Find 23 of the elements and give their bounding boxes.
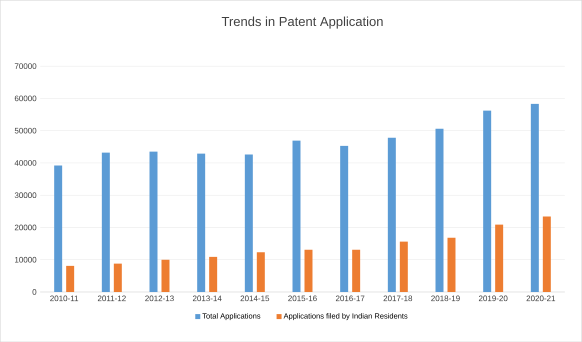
bar [483, 110, 492, 292]
bar [292, 140, 300, 292]
bar [340, 146, 348, 292]
bar [54, 165, 62, 292]
bar [495, 224, 504, 292]
bar [256, 252, 265, 292]
bar [352, 250, 360, 292]
bar [209, 256, 218, 292]
bar [161, 260, 170, 292]
bar [150, 152, 158, 292]
bar [388, 138, 396, 292]
bar [542, 216, 551, 292]
bar [447, 238, 456, 292]
bar [197, 154, 206, 292]
bar [304, 250, 312, 292]
bar [530, 104, 539, 292]
bar [244, 154, 253, 292]
chart-title: Trends in Patent Application [222, 16, 383, 29]
bar [102, 152, 110, 292]
bar [436, 128, 444, 292]
bar [114, 264, 122, 292]
bar [66, 266, 74, 292]
bar [400, 242, 408, 292]
